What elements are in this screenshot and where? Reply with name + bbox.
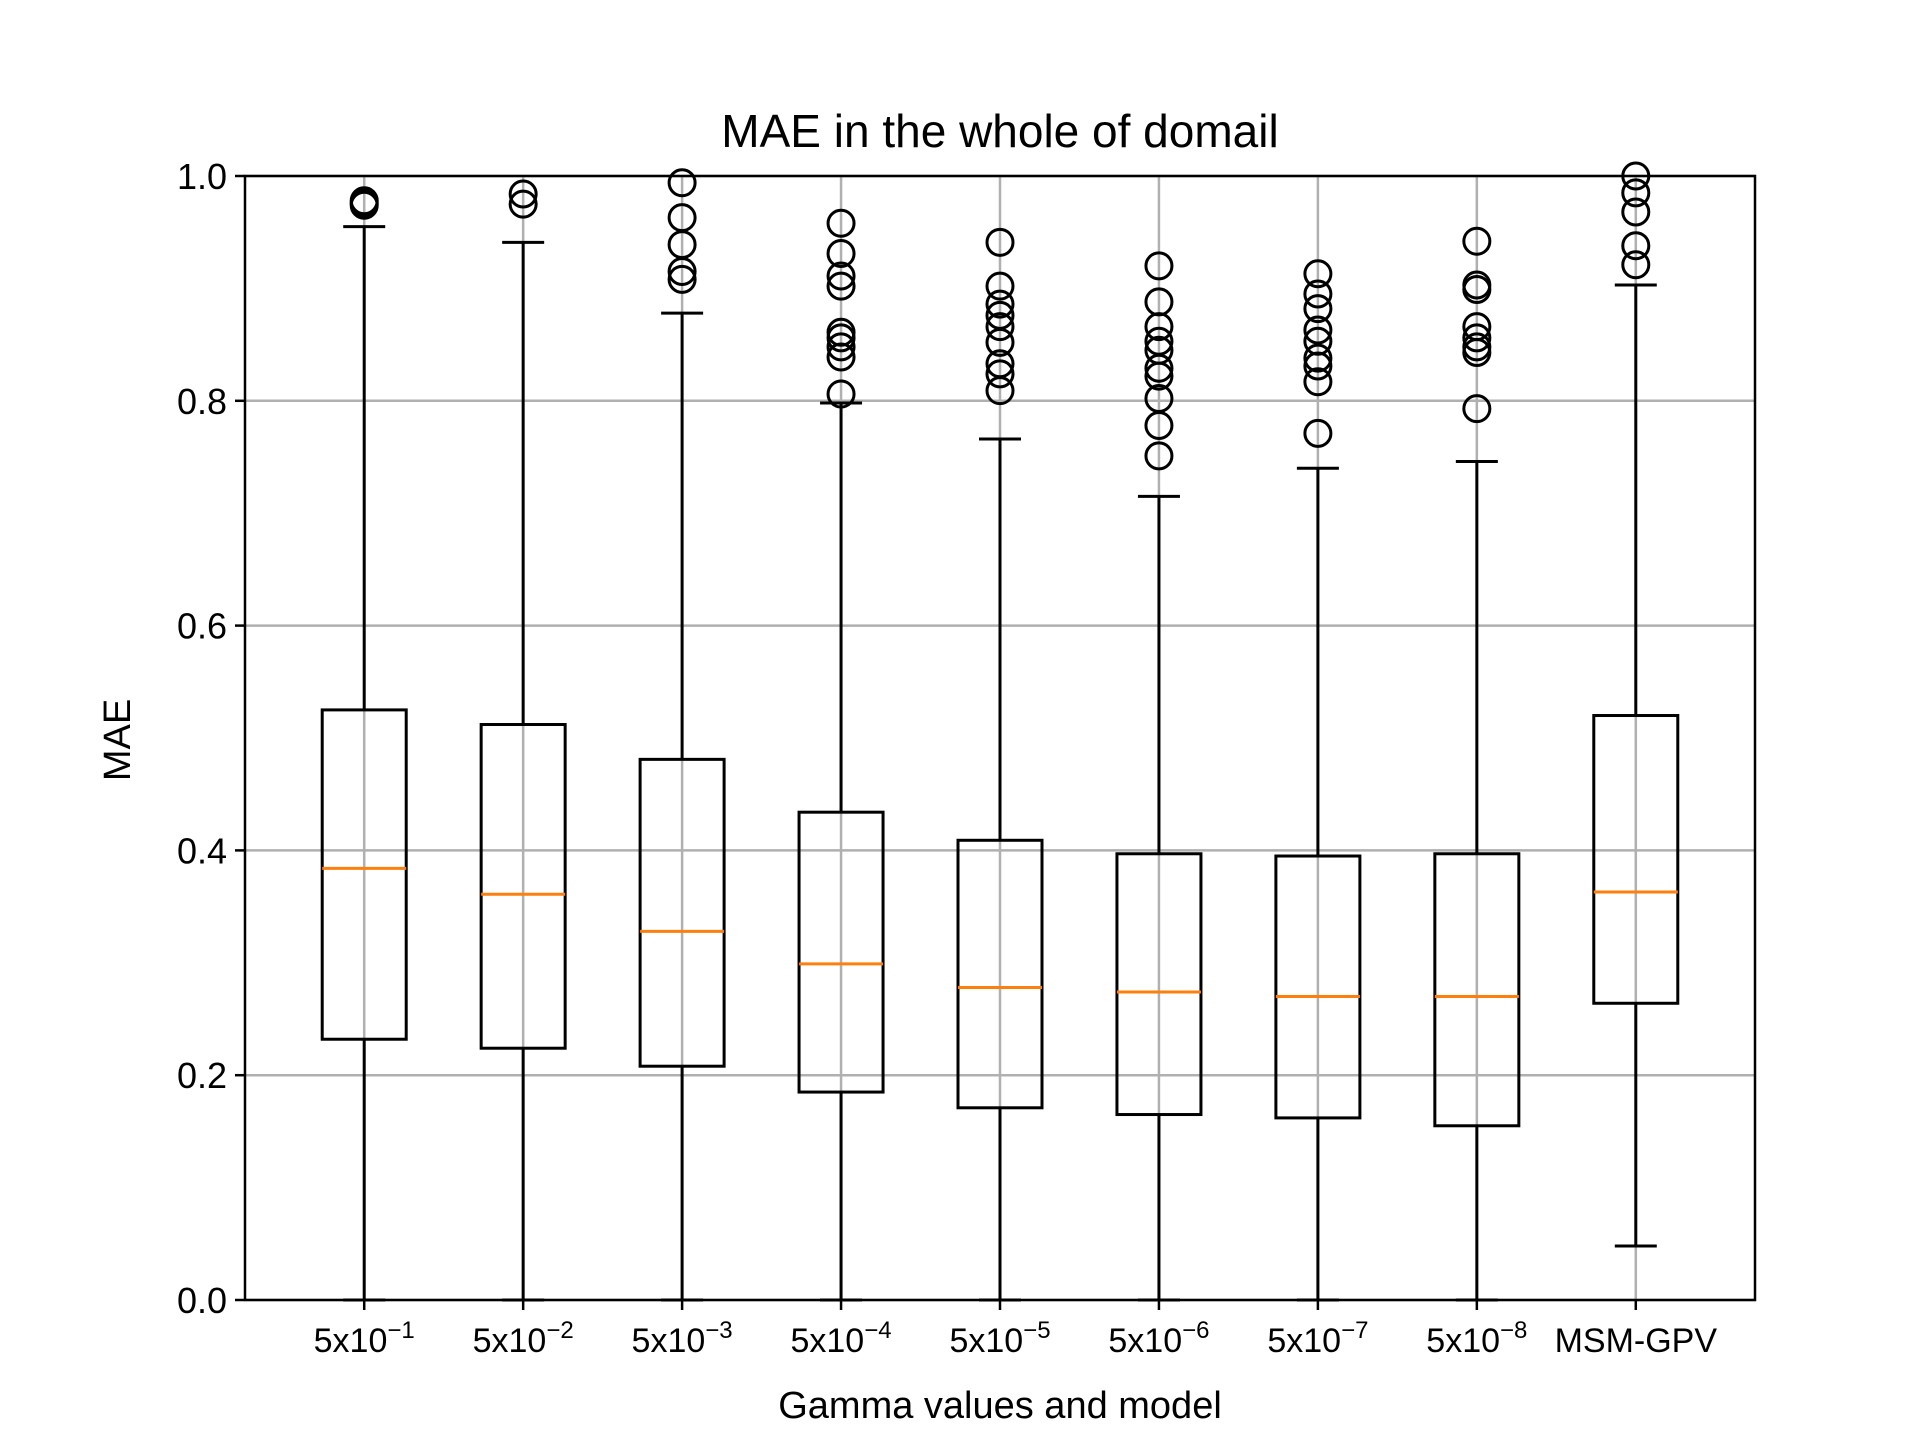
outlier-point [826,271,856,301]
outlier-point [1144,384,1174,414]
y-tick-label: 1.0 [177,156,227,197]
box-group [1592,161,1680,1248]
box-group [479,179,567,1302]
outlier-point [1303,259,1333,289]
x-tick-label: 5x10−2 [473,1317,574,1360]
outlier-point [1621,231,1651,261]
outlier-point [508,189,538,219]
x-tick-label: 5x10−6 [1108,1317,1209,1360]
outlier-point [1462,394,1492,424]
outlier-point [826,208,856,238]
x-tick-label: 5x10−7 [1267,1317,1368,1360]
outlier-point [985,227,1015,257]
box [1274,854,1362,1120]
outlier-point [1144,441,1174,471]
outlier-point [1462,323,1492,353]
outlier-point [1462,312,1492,342]
box-group [797,208,885,1302]
outlier-point [985,300,1015,330]
box [479,723,567,1050]
chart-title: MAE in the whole of domail [721,105,1278,157]
box-group [638,168,726,1302]
outlier-point [1462,332,1492,362]
x-axis-label: Gamma values and model [778,1385,1222,1427]
x-tick-label: 5x10−1 [314,1317,415,1360]
y-axis-label: MAE [97,699,139,781]
boxes-layer [320,161,1680,1302]
outlier-point [1303,315,1333,345]
outlier-point [1303,294,1333,324]
outlier-point [1303,418,1333,448]
outlier-point [1621,197,1651,227]
outlier-point [1144,326,1174,356]
outlier-point [667,168,697,198]
box [1115,852,1203,1117]
outlier-point [1621,250,1651,280]
box [797,810,885,1094]
outlier-point [1462,226,1492,256]
x-tick-label: 5x10−3 [632,1317,733,1360]
outlier-point [985,349,1015,379]
box [320,708,408,1041]
x-tick-label: 5x10−8 [1426,1317,1527,1360]
outlier-point [1303,279,1333,309]
box-group [1115,251,1203,1302]
box [1433,852,1521,1128]
outlier-point [1144,287,1174,317]
y-axis: 0.0 0.2 0.4 0.6 0.8 1.0 [177,156,245,1321]
outlier-point [667,203,697,233]
x-tick-label: 5x10−4 [790,1317,891,1360]
y-tick-label: 0.8 [177,381,227,422]
outlier-point [1621,178,1651,208]
outlier-point [1462,270,1492,300]
box-group [1274,259,1362,1302]
outlier-point [1303,343,1333,373]
outlier-point [985,312,1015,342]
outlier-point [667,264,697,294]
outlier-point [826,379,856,409]
box-group [1433,226,1521,1302]
x-tick-label: MSM-GPV [1555,1322,1718,1360]
outlier-point [985,359,1015,389]
outlier-point [508,179,538,209]
outlier-point [985,271,1015,301]
y-tick-label: 0.4 [177,830,227,871]
box [638,757,726,1068]
x-tick-label: 5x10−5 [949,1317,1050,1360]
box [956,838,1044,1110]
outlier-point [1144,251,1174,281]
outlier-point [826,317,856,347]
outlier-point [826,239,856,269]
y-tick-label: 0.6 [177,606,227,647]
box [1592,714,1680,1005]
y-tick-label: 0.2 [177,1055,227,1096]
outlier-point [349,186,379,216]
outlier-point [1303,367,1333,397]
outlier-point [1144,335,1174,365]
outlier-point [1303,326,1333,356]
outlier-point [985,289,1015,319]
outlier-point [826,261,856,291]
x-axis: 5x10−1 5x10−2 5x10−3 5x10−4 5x10−5 5x10−6 5x10… [314,1300,1718,1360]
y-tick-label: 0.0 [177,1280,227,1321]
outlier-point [826,332,856,362]
